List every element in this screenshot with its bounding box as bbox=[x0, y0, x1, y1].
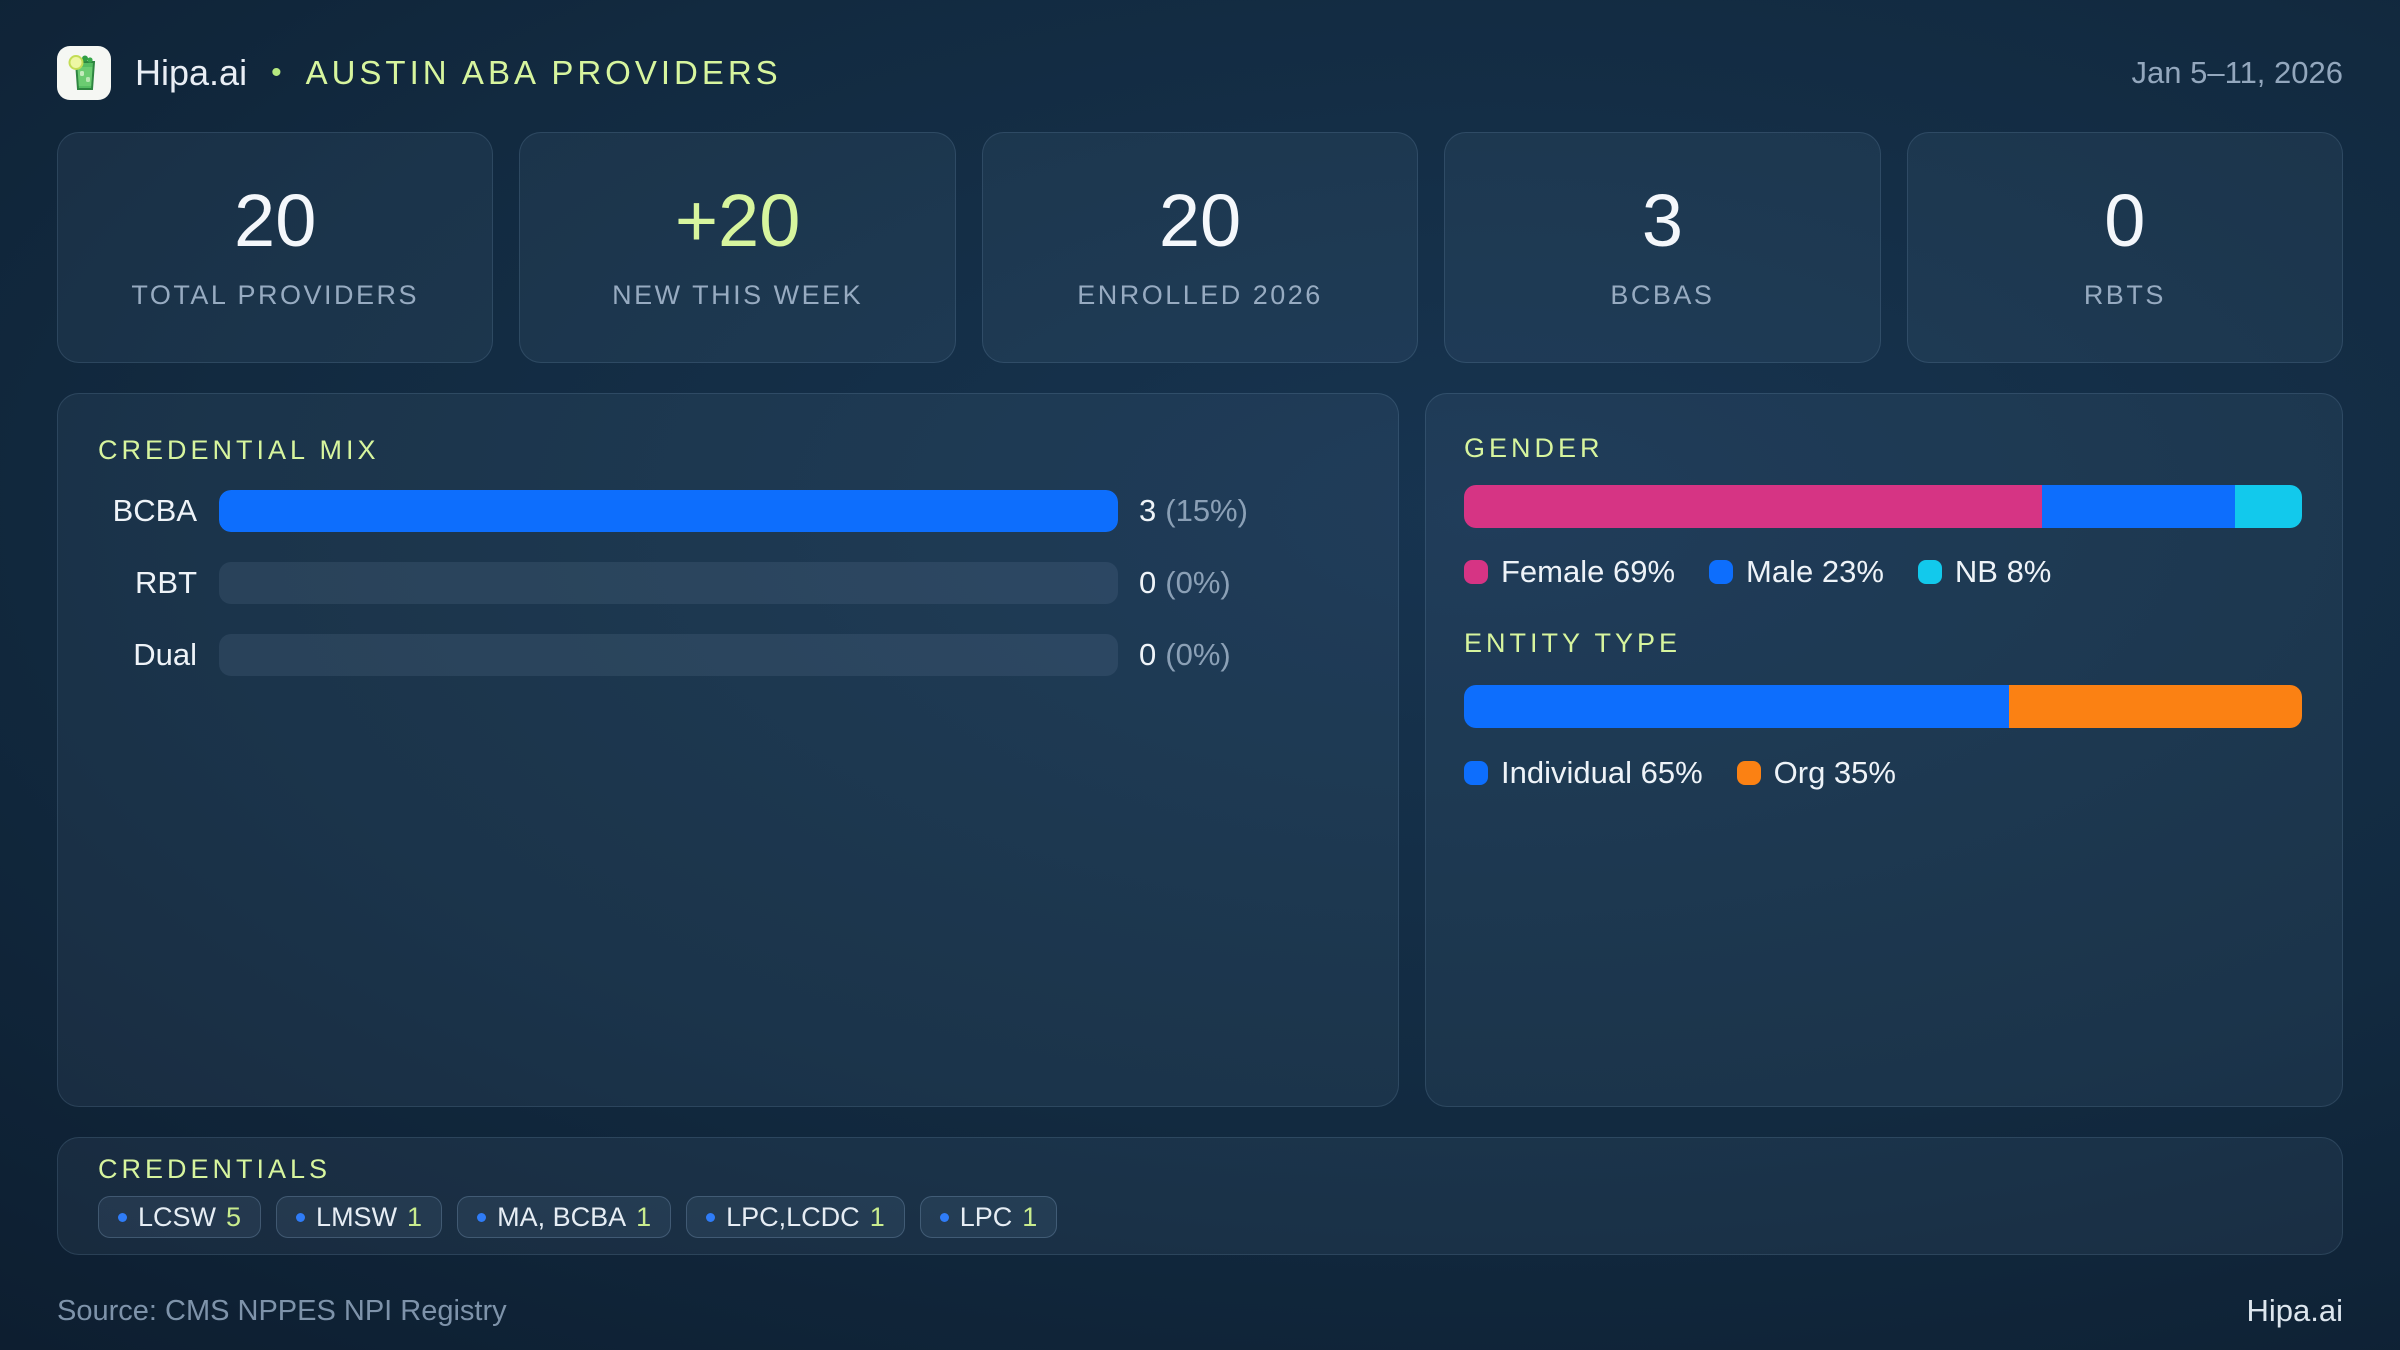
credential-row: Dual 0 (0%) bbox=[98, 634, 1358, 676]
credential-mix-panel: CREDENTIAL MIX BCBA 3 (15%) RBT 0 (0%) Dual 0 (0… bbox=[57, 393, 1399, 1107]
legend-item: Female 69% bbox=[1464, 554, 1675, 590]
chip-count: 1 bbox=[869, 1201, 885, 1232]
brand-name: Hipa.ai bbox=[135, 52, 248, 93]
legend-item: Org 35% bbox=[1736, 755, 1896, 791]
demographics-panel: GENDER Female 69% Male 23% NB 8% ENTITY TY… bbox=[1425, 393, 2343, 1107]
mojito-glass-icon bbox=[57, 46, 111, 100]
legend-swatch-icon bbox=[1917, 560, 1942, 584]
bullet-dot-icon bbox=[939, 1212, 949, 1222]
legend-swatch-icon bbox=[1709, 560, 1734, 584]
gender-legend: Female 69% Male 23% NB 8% bbox=[1464, 554, 2302, 590]
separator-dot: • bbox=[271, 56, 282, 89]
stat-card: 3 BCBAS bbox=[1444, 132, 1881, 363]
credentials-panel: CREDENTIALS LCSW 5 LMSW 1 MA, BCBA 1 LPC,LCDC 1… bbox=[57, 1137, 2343, 1255]
credential-percent: (0%) bbox=[1165, 565, 1231, 600]
credential-chip: LMSW 1 bbox=[276, 1196, 443, 1238]
bullet-dot-icon bbox=[477, 1212, 487, 1222]
credential-count: 3 bbox=[1139, 493, 1157, 528]
bullet-dot-icon bbox=[118, 1212, 127, 1222]
stat-value: 0 bbox=[2104, 179, 2146, 262]
credential-row: RBT 0 (0%) bbox=[98, 562, 1358, 604]
credential-percent: (15%) bbox=[1165, 493, 1248, 528]
legend-item: Individual 65% bbox=[1464, 755, 1703, 791]
male-segment bbox=[2042, 485, 2235, 528]
entity-type-stacked-bar bbox=[1464, 685, 2302, 728]
footer-brand: Hipa.ai bbox=[2246, 1293, 2344, 1328]
legend-label: Org 35% bbox=[1773, 755, 1896, 790]
gender-title: GENDER bbox=[1464, 433, 1604, 463]
bullet-dot-icon bbox=[296, 1212, 306, 1222]
nb-segment bbox=[2234, 485, 2302, 528]
page-title: AUSTIN ABA PROVIDERS bbox=[305, 54, 782, 91]
legend-label: Female 69% bbox=[1501, 554, 1676, 589]
credential-bar-track bbox=[219, 634, 1118, 676]
credential-chip: LPC 1 bbox=[919, 1196, 1058, 1238]
chip-label: LCSW bbox=[138, 1201, 217, 1232]
credential-chip: LPC,LCDC 1 bbox=[686, 1196, 905, 1238]
credential-mix-chart: BCBA 3 (15%) RBT 0 (0%) Dual 0 (0%) bbox=[98, 490, 1358, 676]
chip-count: 1 bbox=[407, 1201, 423, 1232]
header: Hipa.ai • AUSTIN ABA PROVIDERS Jan 5–11,… bbox=[57, 46, 2343, 100]
stat-label: NEW THIS WEEK bbox=[612, 280, 864, 310]
stat-card: 20 ENROLLED 2026 bbox=[981, 132, 1419, 363]
legend-swatch-icon bbox=[1464, 560, 1488, 584]
credential-bar-track bbox=[219, 490, 1118, 532]
credential-bar-track bbox=[219, 562, 1118, 604]
footer-source: Source: CMS NPPES NPI Registry bbox=[57, 1294, 507, 1327]
stat-value: +20 bbox=[674, 179, 801, 262]
legend-swatch-icon bbox=[1464, 761, 1488, 785]
org-segment bbox=[2008, 685, 2302, 728]
credential-mix-title: CREDENTIAL MIX bbox=[98, 435, 380, 465]
individual-segment bbox=[1464, 685, 2009, 728]
credential-row-label: RBT bbox=[135, 565, 197, 600]
date-range: Jan 5–11, 2026 bbox=[2131, 55, 2343, 90]
chip-label: LMSW bbox=[316, 1201, 398, 1232]
gender-stacked-bar bbox=[1464, 485, 2302, 528]
credential-chip: LCSW 5 bbox=[98, 1196, 262, 1238]
credential-bar-fill bbox=[219, 490, 1118, 532]
chip-count: 1 bbox=[1022, 1201, 1038, 1232]
legend-swatch-icon bbox=[1736, 761, 1761, 785]
credential-percent: (0%) bbox=[1165, 637, 1231, 672]
entity-type-title: ENTITY TYPE bbox=[1464, 628, 1682, 658]
credentials-title: CREDENTIALS bbox=[98, 1154, 332, 1184]
female-segment bbox=[1464, 485, 2043, 528]
panels-row: CREDENTIAL MIX BCBA 3 (15%) RBT 0 (0%) Dual 0 (0… bbox=[57, 393, 2343, 1107]
stat-card: 20 TOTAL PROVIDERS bbox=[57, 132, 494, 363]
credential-count: 0 bbox=[1139, 637, 1157, 672]
credential-row: BCBA 3 (15%) bbox=[98, 490, 1358, 532]
credential-row-label: BCBA bbox=[112, 493, 197, 528]
legend-item: Male 23% bbox=[1709, 554, 1884, 590]
stat-label: BCBAS bbox=[1610, 280, 1715, 310]
stat-card: +20 NEW THIS WEEK bbox=[519, 132, 956, 363]
legend-label: Individual 65% bbox=[1501, 755, 1703, 790]
footer: Source: CMS NPPES NPI Registry Hipa.ai bbox=[57, 1293, 2343, 1329]
legend-label: NB 8% bbox=[1954, 554, 2052, 589]
stat-value: 20 bbox=[1158, 179, 1242, 262]
stat-card: 0 RBTS bbox=[1906, 132, 2344, 363]
stat-label: TOTAL PROVIDERS bbox=[131, 280, 419, 310]
chip-count: 5 bbox=[226, 1201, 242, 1232]
legend-label: Male 23% bbox=[1746, 554, 1884, 589]
credential-count: 0 bbox=[1139, 565, 1157, 600]
stat-label: ENROLLED 2026 bbox=[1077, 280, 1323, 310]
stat-label: RBTS bbox=[2083, 280, 2166, 310]
stats-row: 20 TOTAL PROVIDERS +20 NEW THIS WEEK 20 ENROL… bbox=[57, 132, 2344, 363]
credentials-chips-row: LCSW 5 LMSW 1 MA, BCBA 1 LPC,LCDC 1 LPC 1 bbox=[98, 1196, 2302, 1238]
bullet-dot-icon bbox=[706, 1212, 716, 1222]
chip-label: LPC bbox=[959, 1201, 1013, 1232]
chip-count: 1 bbox=[636, 1201, 652, 1232]
entity-type-legend: Individual 65% Org 35% bbox=[1464, 755, 2302, 791]
credential-row-label: Dual bbox=[133, 637, 197, 672]
credential-chip: MA, BCBA 1 bbox=[457, 1196, 672, 1238]
chip-label: LPC,LCDC bbox=[726, 1201, 860, 1232]
stat-value: 20 bbox=[234, 179, 317, 262]
stat-value: 3 bbox=[1641, 179, 1683, 262]
credential-row-value: 0 (0%) bbox=[1139, 565, 1358, 601]
credential-row-value: 0 (0%) bbox=[1139, 637, 1358, 673]
credential-row-value: 3 (15%) bbox=[1139, 493, 1358, 529]
legend-item: NB 8% bbox=[1917, 554, 2052, 590]
chip-label: MA, BCBA bbox=[497, 1201, 627, 1232]
